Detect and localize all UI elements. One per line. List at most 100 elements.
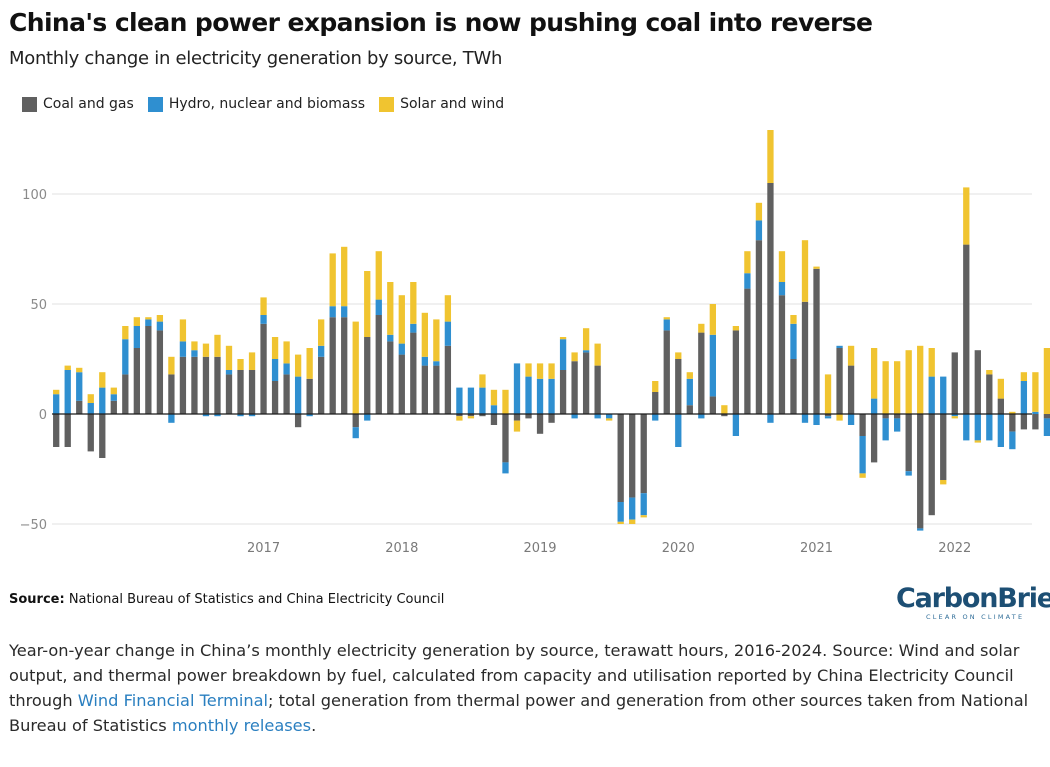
bar-segment-coal-and-gas (122, 374, 129, 414)
bar-segment-solar-and-wind (698, 323, 705, 333)
chart-legend: Coal and gas Hydro, nuclear and biomass … (22, 96, 518, 112)
bar-segment-coal-and-gas (571, 361, 578, 414)
bar-segment-solar-and-wind (179, 319, 187, 342)
bar-segment-solar-and-wind (640, 515, 647, 518)
bar-segment-solar-and-wind (214, 334, 221, 357)
bar-segment-coal-and-gas (145, 326, 152, 414)
bar-segment-solar-and-wind (53, 389, 60, 395)
bar-segment-solar-and-wind (467, 416, 475, 419)
wind-financial-terminal-link[interactable]: Wind Financial Terminal (77, 691, 269, 710)
bar-segment-solar-and-wind (502, 389, 509, 414)
bar-segment-hydro-nuclear-and-biomass (306, 414, 313, 417)
bar-segment-solar-and-wind (248, 352, 256, 370)
bar-segment-coal-and-gas (721, 414, 728, 417)
bar-segment-solar-and-wind (997, 378, 1004, 399)
bar-segment-hydro-nuclear-and-biomass (294, 376, 302, 414)
bar-segment-coal-and-gas (387, 341, 394, 414)
bar-segment-hydro-nuclear-and-biomass (122, 339, 129, 375)
bar-segment-coal-and-gas (778, 295, 786, 414)
bar-segment-hydro-nuclear-and-biomass (168, 414, 175, 423)
bar-segment-coal-and-gas (767, 183, 774, 414)
bar-segment-hydro-nuclear-and-biomass (283, 363, 290, 375)
bar-segment-hydro-nuclear-and-biomass (675, 414, 682, 447)
bar-segment-solar-and-wind (271, 337, 279, 359)
bar-segment-hydro-nuclear-and-biomass (271, 359, 279, 381)
legend-item-coal-gas: Coal and gas (22, 96, 134, 112)
bar-segment-hydro-nuclear-and-biomass (698, 414, 705, 419)
chart-gridlines (52, 193, 1032, 525)
bar-segment-hydro-nuclear-and-biomass (76, 372, 83, 401)
bar-segment-hydro-nuclear-and-biomass (836, 345, 843, 348)
bar-segment-coal-and-gas (629, 414, 636, 498)
bar-segment-solar-and-wind (594, 343, 601, 366)
bar-segment-hydro-nuclear-and-biomass (421, 356, 428, 366)
bar-segment-solar-and-wind (824, 374, 832, 414)
bar-segment-coal-and-gas (502, 414, 509, 463)
bar-segment-coal-and-gas (410, 332, 417, 414)
chart-subtitle: Monthly change in electricity generation… (9, 48, 503, 69)
bar-segment-solar-and-wind (410, 282, 417, 324)
bar-segment-hydro-nuclear-and-biomass (917, 528, 924, 531)
chart-axis: −500501002017201820192020202120222023202… (20, 188, 1032, 556)
bar-segment-solar-and-wind (571, 352, 578, 362)
bar-segment-solar-and-wind (629, 519, 636, 524)
bar-segment-coal-and-gas (53, 414, 60, 447)
bar-segment-solar-and-wind (341, 246, 348, 307)
bar-segment-hydro-nuclear-and-biomass (536, 378, 544, 414)
bar-segment-hydro-nuclear-and-biomass (352, 427, 359, 439)
bar-segment-hydro-nuclear-and-biomass (1009, 431, 1016, 450)
legend-swatch-coal-gas (22, 96, 37, 112)
bar-segment-hydro-nuclear-and-biomass (341, 306, 348, 318)
bar-segment-solar-and-wind (1043, 348, 1050, 414)
bar-segment-coal-and-gas (675, 359, 682, 414)
bar-segment-hydro-nuclear-and-biomass (963, 414, 970, 441)
bar-segment-hydro-nuclear-and-biomass (813, 414, 820, 425)
bar-segment-solar-and-wind (387, 282, 394, 335)
caption-text-2: ; total generation from thermal power an… (9, 691, 1029, 735)
bar-segment-coal-and-gas (986, 374, 993, 414)
bar-segment-coal-and-gas (732, 330, 740, 414)
bar-segment-solar-and-wind (905, 350, 912, 414)
bar-segment-coal-and-gas (905, 414, 912, 472)
bar-segment-coal-and-gas (294, 414, 302, 428)
bar-segment-solar-and-wind (260, 297, 267, 315)
bar-segment-coal-and-gas (755, 240, 763, 414)
chart-title: China's clean power expansion is now pus… (9, 8, 873, 37)
bar-segment-coal-and-gas (398, 354, 405, 414)
bar-segment-coal-and-gas (329, 317, 336, 414)
bar-segment-coal-and-gas (882, 414, 889, 419)
monthly-releases-link[interactable]: monthly releases (171, 716, 312, 735)
y-tick-label: 50 (30, 298, 47, 313)
bar-segment-coal-and-gas (859, 414, 866, 436)
bar-segment-solar-and-wind (329, 253, 336, 307)
bar-segment-coal-and-gas (940, 414, 947, 480)
bar-segment-coal-and-gas (110, 400, 117, 414)
bar-segment-coal-and-gas (640, 414, 647, 494)
bar-segment-solar-and-wind (836, 414, 843, 421)
bar-segment-solar-and-wind (940, 480, 947, 485)
bar-segment-coal-and-gas (179, 356, 187, 414)
bar-segment-solar-and-wind (559, 337, 567, 340)
bar-segment-hydro-nuclear-and-biomass (986, 414, 993, 441)
bar-segment-solar-and-wind (606, 418, 613, 421)
bar-segment-hydro-nuclear-and-biomass (53, 394, 60, 414)
bar-segment-solar-and-wind (525, 363, 532, 377)
bar-segment-coal-and-gas (548, 414, 555, 423)
bar-segment-solar-and-wind (778, 251, 786, 282)
bar-segment-coal-and-gas (444, 345, 452, 414)
source-text: National Bureau of Statistics and China … (64, 592, 445, 607)
bar-segment-hydro-nuclear-and-biomass (260, 315, 267, 324)
bar-segment-hydro-nuclear-and-biomass (502, 462, 509, 474)
carbonbrief-logo[interactable]: CarbonBrief CLEAR ON CLIMATE (896, 584, 1050, 622)
bar-segment-solar-and-wind (744, 251, 751, 274)
bar-segment-solar-and-wind (882, 361, 889, 414)
bar-segment-solar-and-wind (1020, 372, 1028, 381)
bar-segment-solar-and-wind (813, 266, 820, 269)
bar-segment-hydro-nuclear-and-biomass (744, 273, 751, 289)
bar-segment-coal-and-gas (99, 414, 106, 458)
legend-swatch-hydro-nuclear-biomass (147, 96, 163, 112)
bar-segment-coal-and-gas (513, 414, 521, 421)
bar-segment-hydro-nuclear-and-biomass (709, 334, 716, 397)
bar-segment-solar-and-wind (318, 319, 325, 346)
bar-segment-hydro-nuclear-and-biomass (847, 414, 855, 425)
